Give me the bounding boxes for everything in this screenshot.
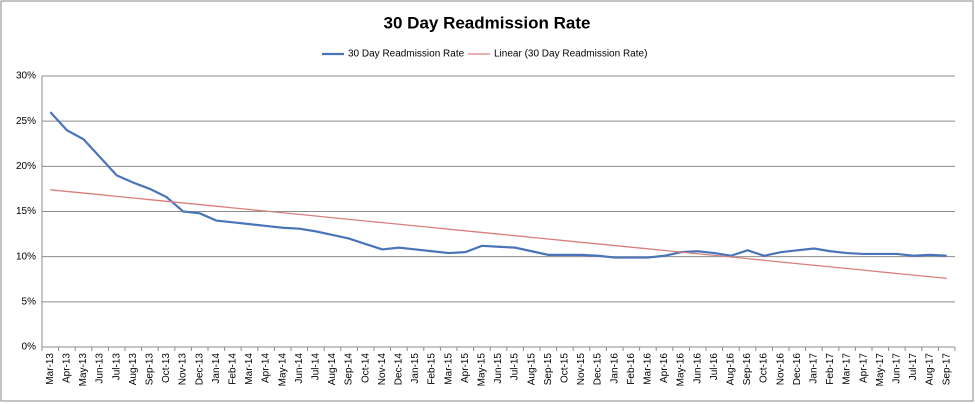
legend-label: 30 Day Readmission Rate — [348, 49, 465, 60]
x-tick-label: Sep-17 — [941, 353, 952, 386]
y-tick-label: 10% — [16, 251, 36, 262]
x-tick-label: Jul-14 — [311, 353, 322, 381]
x-tick-label: Jan-15 — [410, 353, 421, 384]
x-tick-label: Aug-17 — [925, 353, 936, 386]
x-tick-label: Sep-16 — [742, 353, 753, 386]
x-tick-label: May-15 — [477, 353, 488, 387]
x-tick-label: Mar-15 — [443, 353, 454, 385]
x-tick-label: Oct-16 — [759, 353, 770, 383]
x-tick-label: Apr-14 — [261, 353, 272, 383]
x-tick-label: Nov-14 — [377, 353, 388, 386]
x-tick-label: Oct-15 — [560, 353, 571, 383]
x-tick-label: Mar-13 — [45, 353, 56, 385]
y-tick-label: 0% — [22, 342, 37, 353]
y-tick-label: 30% — [16, 71, 36, 82]
x-tick-label: Mar-17 — [842, 353, 853, 385]
x-tick-label: Sep-13 — [145, 353, 156, 386]
chart-title: 30 Day Readmission Rate — [384, 13, 591, 32]
x-tick-label: Jun-13 — [95, 353, 106, 384]
x-tick-label: Sep-14 — [344, 353, 355, 386]
x-tick-label: Apr-15 — [460, 353, 471, 383]
x-tick-label: May-16 — [676, 353, 687, 387]
x-tick-label: Mar-16 — [643, 353, 654, 385]
y-tick-label: 15% — [16, 206, 36, 217]
line — [50, 189, 947, 279]
x-tick-label: Aug-16 — [726, 353, 737, 386]
x-tick-label: May-13 — [78, 353, 89, 387]
x-tick-label: Feb-14 — [228, 353, 239, 385]
x-tick-label: Oct-13 — [161, 353, 172, 383]
x-tick-label: Jan-16 — [609, 353, 620, 384]
x-tick-label: Jul-17 — [908, 353, 919, 381]
x-tick-label: Dec-14 — [394, 353, 405, 386]
x-tick-label: Dec-13 — [194, 353, 205, 386]
y-tick-label: 25% — [16, 116, 36, 127]
x-tick-label: Jul-15 — [510, 353, 521, 381]
x-tick-label: Jan-17 — [809, 353, 820, 384]
x-tick-label: Aug-15 — [526, 353, 537, 386]
x-tick-label: Jun-17 — [892, 353, 903, 384]
y-tick-label: 5% — [22, 296, 37, 307]
x-tick-label: Feb-16 — [626, 353, 637, 385]
line — [49, 111, 947, 259]
x-tick-label: Apr-16 — [659, 353, 670, 383]
x-tick-label: Feb-15 — [427, 353, 438, 385]
x-tick-label: Jul-16 — [709, 353, 720, 381]
x-tick-label: Jul-13 — [111, 353, 122, 381]
x-tick-label: Jun-15 — [493, 353, 504, 384]
x-tick-label: Nov-16 — [775, 353, 786, 386]
x-tick-label: Nov-15 — [576, 353, 587, 386]
x-tick-label: Jun-14 — [294, 353, 305, 384]
x-tick-label: Apr-13 — [62, 353, 73, 383]
y-tick-label: 20% — [16, 161, 36, 172]
legend-label: Linear (30 Day Readmission Rate) — [494, 49, 647, 60]
x-tick-label: May-14 — [277, 353, 288, 387]
x-tick-label: Feb-17 — [825, 353, 836, 385]
x-tick-label: Nov-13 — [178, 353, 189, 386]
x-tick-label: Mar-14 — [244, 353, 255, 385]
x-tick-label: Jun-16 — [692, 353, 703, 384]
x-tick-label: May-17 — [875, 353, 886, 387]
x-tick-label: Jan-14 — [211, 353, 222, 384]
x-tick-label: Aug-14 — [327, 353, 338, 386]
x-tick-label: Aug-13 — [128, 353, 139, 386]
x-tick-label: Apr-17 — [858, 353, 869, 383]
x-tick-label: Oct-14 — [360, 353, 371, 383]
x-tick-label: Dec-16 — [792, 353, 803, 386]
x-tick-label: Sep-15 — [543, 353, 554, 386]
x-tick-label: Dec-15 — [593, 353, 604, 386]
